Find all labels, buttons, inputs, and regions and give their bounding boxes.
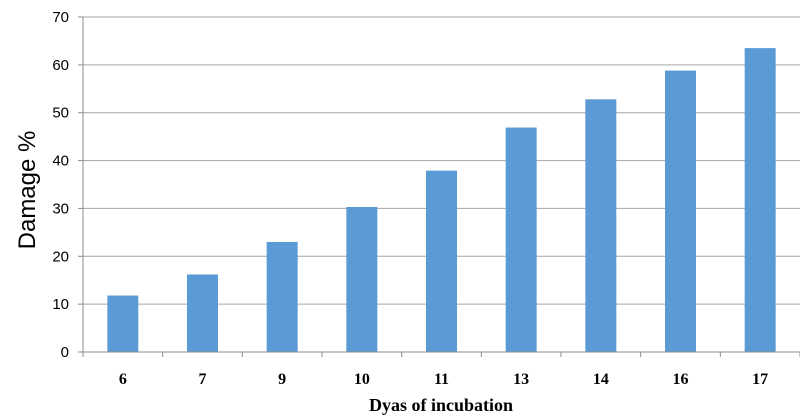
- y-axis-label: Damage %: [14, 131, 41, 250]
- y-tick-labels: 0 10 20 30 40 50 60 70: [52, 9, 69, 361]
- bar-17: [744, 48, 776, 352]
- y-tick-label-50: 50: [52, 105, 69, 122]
- y-tick-label-40: 40: [52, 153, 69, 170]
- y-tick-label-10: 10: [52, 296, 69, 313]
- bar-7: [187, 274, 218, 352]
- y-tick-label-60: 60: [52, 57, 69, 74]
- y-tick-label-0: 0: [61, 344, 69, 361]
- bar-13: [505, 127, 537, 352]
- x-tick-labels: 6 7 9 10 11 13 14 16 17: [119, 371, 768, 388]
- bar-10: [346, 206, 378, 352]
- x-tick-label-7: 7: [199, 371, 207, 388]
- bar-9: [266, 241, 298, 352]
- y-tick-label-30: 30: [52, 200, 69, 217]
- bar-11: [426, 170, 457, 352]
- x-tick-label-14: 14: [593, 371, 609, 388]
- x-tick-label-6: 6: [119, 371, 127, 388]
- bars: [107, 48, 776, 352]
- axes: [78, 16, 800, 357]
- bar-14: [585, 99, 617, 352]
- y-tick-label-20: 20: [52, 248, 69, 265]
- x-axis-label: Dyas of incubation: [369, 395, 513, 415]
- x-tick-label-16: 16: [673, 371, 689, 388]
- y-tick-label-70: 70: [52, 9, 69, 26]
- x-tick-label-9: 9: [278, 371, 286, 388]
- x-tick-label-11: 11: [434, 371, 449, 388]
- bar-16: [665, 70, 696, 352]
- x-tick-label-10: 10: [354, 371, 370, 388]
- bar-6: [107, 295, 139, 352]
- x-tick-label-17: 17: [752, 371, 768, 388]
- x-tick-label-13: 13: [513, 371, 529, 388]
